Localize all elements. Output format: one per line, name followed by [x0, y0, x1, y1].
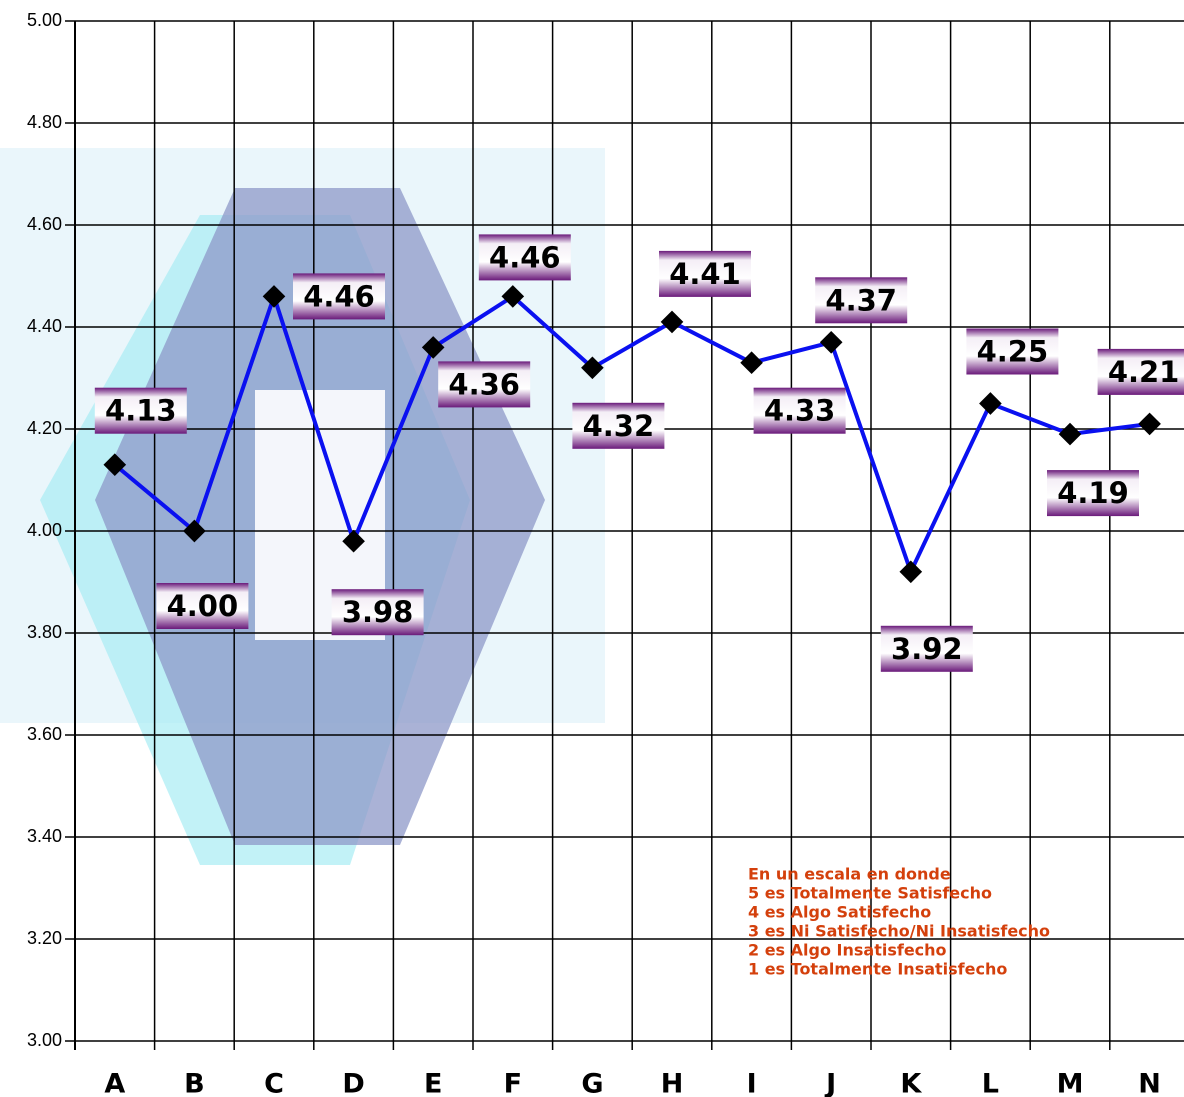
y-tick-label: 3.20 — [27, 928, 62, 948]
marker — [899, 560, 923, 584]
marker — [342, 529, 365, 553]
label-box — [94, 387, 187, 434]
label-box — [438, 361, 531, 408]
y-tick-label: 4.00 — [27, 520, 62, 540]
x-tick-label: M — [1057, 1069, 1084, 1097]
annotation: 2 es Algo Insatisfecho — [748, 941, 947, 960]
value-label: 4.46 — [489, 240, 561, 274]
value-label: 4.00 — [167, 589, 239, 623]
label-box — [753, 387, 846, 434]
x-tick-label: F — [504, 1069, 522, 1097]
label-box — [572, 402, 665, 449]
value-label: 4.37 — [825, 283, 897, 317]
marker — [819, 330, 843, 354]
y-tick-label: 4.80 — [27, 112, 62, 132]
marker — [1058, 422, 1082, 446]
value-label: 4.25 — [977, 335, 1049, 369]
marker — [421, 336, 445, 359]
y-tick-label: 3.60 — [27, 724, 62, 744]
value-label: 4.36 — [448, 367, 520, 401]
annotation: 4 es Algo Satisfecho — [748, 903, 931, 922]
label-box — [815, 277, 908, 324]
y-tick-label: 3.40 — [27, 826, 62, 846]
value-label: 4.32 — [583, 409, 655, 443]
label-box — [478, 234, 571, 281]
value-label: 4.13 — [105, 394, 177, 428]
x-tick-label: L — [982, 1069, 999, 1097]
label-box — [293, 273, 385, 320]
annotation: 1 es Totalmente Insatisfecho — [748, 960, 1007, 979]
annotation: 5 es Totalmente Satisfecho — [748, 884, 992, 903]
x-tick-label: A — [104, 1069, 125, 1097]
label-box — [156, 583, 249, 629]
label-box — [1097, 348, 1184, 395]
y-tick-label: 3.80 — [27, 622, 62, 642]
marker — [979, 392, 1002, 415]
label-box — [966, 328, 1059, 375]
marker — [262, 285, 286, 308]
y-tick-label: 4.60 — [27, 214, 62, 234]
x-tick-label: K — [900, 1069, 922, 1097]
value-label: 4.21 — [1108, 355, 1180, 389]
marker — [740, 351, 763, 375]
value-label: 4.19 — [1057, 476, 1129, 510]
grid — [65, 20, 1184, 1050]
x-tick-label: C — [264, 1069, 284, 1097]
marker — [501, 285, 525, 308]
y-tick-label: 4.40 — [27, 316, 62, 336]
marker — [1138, 412, 1161, 436]
x-tick-label: I — [747, 1069, 757, 1097]
value-label: 4.41 — [669, 257, 741, 291]
x-tick-label: D — [342, 1069, 364, 1097]
label-box — [880, 625, 973, 672]
marker — [103, 453, 127, 477]
y-tick-label: 5.00 — [27, 10, 62, 30]
annotation: 3 es Ni Satisfecho/Ni Insatisfecho — [748, 922, 1050, 941]
x-tick-label: J — [824, 1069, 836, 1097]
label-box — [331, 589, 424, 636]
x-tick-label: H — [661, 1069, 684, 1097]
y-tick-label: 4.20 — [27, 418, 62, 438]
x-tick-label: E — [424, 1069, 442, 1097]
label-box — [659, 250, 751, 297]
x-tick-label: G — [581, 1069, 603, 1097]
series-line — [113, 290, 1150, 578]
y-tick-label: 3.00 — [27, 1030, 62, 1050]
marker — [581, 356, 604, 380]
marker — [660, 310, 684, 334]
value-label: 3.98 — [342, 595, 414, 629]
value-label: 4.46 — [303, 279, 375, 313]
label-box — [1047, 470, 1139, 517]
value-label: 4.33 — [764, 394, 836, 428]
x-tick-label: B — [184, 1069, 205, 1097]
annotation: En un escala en donde — [748, 865, 951, 884]
x-tick-label: N — [1138, 1069, 1161, 1097]
value-label: 3.92 — [891, 632, 963, 666]
